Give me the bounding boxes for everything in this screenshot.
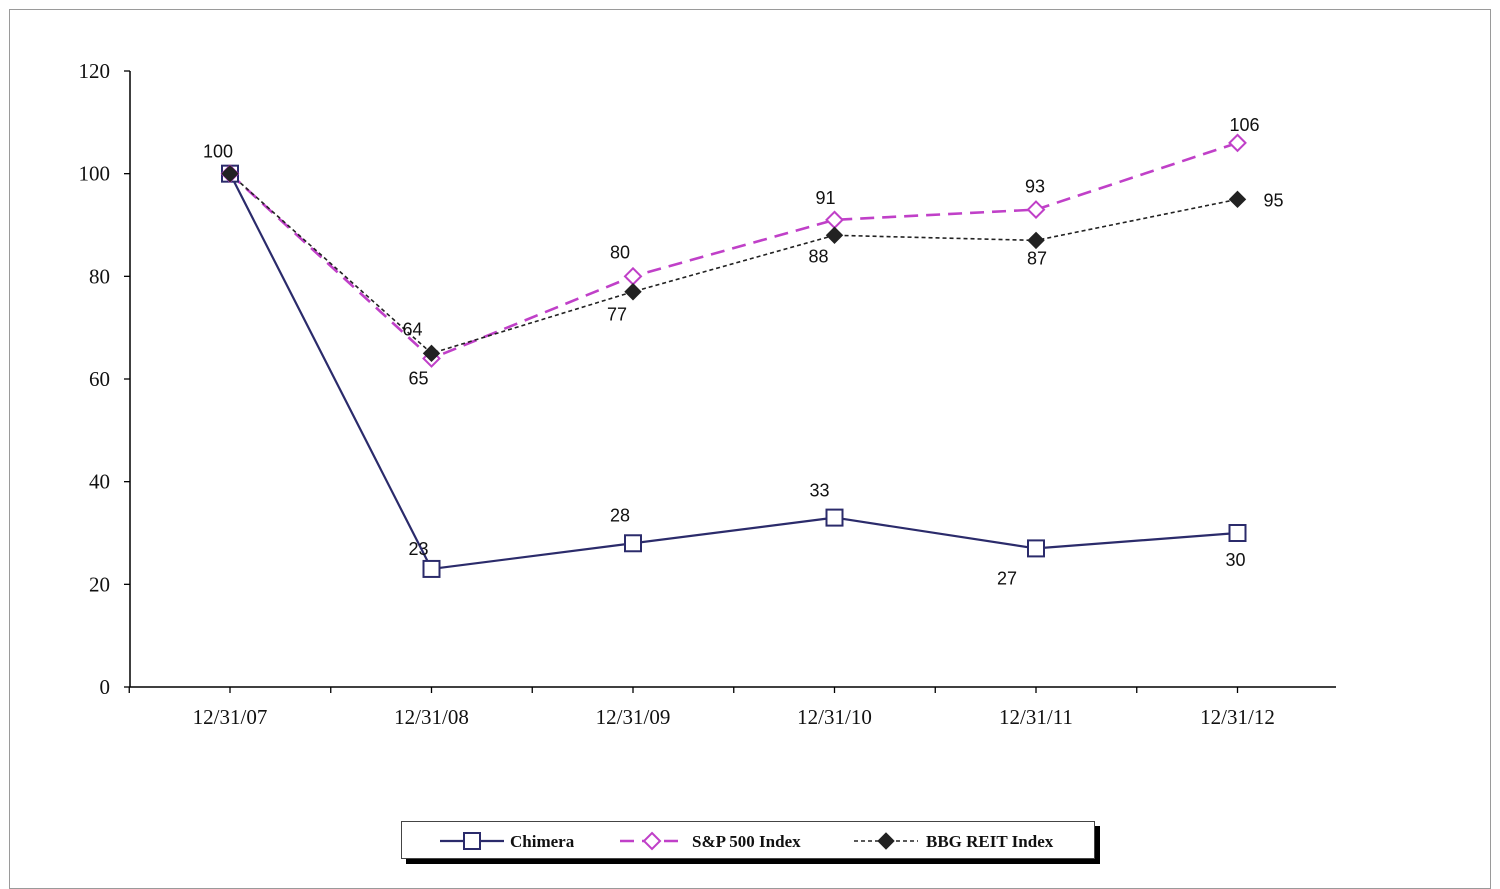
x-tick-label: 12/31/09 <box>596 705 671 729</box>
data-label: 28 <box>610 505 630 525</box>
x-axis-ticks: 12/31/07 12/31/08 12/31/09 12/31/10 12/31/11… <box>128 687 1275 729</box>
data-label: 87 <box>1027 248 1047 268</box>
y-tick-label: 80 <box>89 264 110 288</box>
legend-marker-s-p-500-index <box>642 831 662 851</box>
y-tick-label: 0 <box>100 675 111 699</box>
legend-marker-chimera <box>463 832 481 850</box>
legend-label-chimera: Chimera <box>510 832 575 851</box>
point-chimera <box>624 534 642 553</box>
x-tick-label: 12/31/08 <box>394 705 469 729</box>
legend: Chimera S&P 500 Index BBG REIT Index <box>401 821 1095 859</box>
series-markers <box>220 133 1247 578</box>
data-label: 27 <box>997 568 1017 588</box>
data-label: 100 <box>203 142 233 162</box>
point-s-p-500-index <box>825 210 844 230</box>
point-bbg-reit-index <box>422 344 441 363</box>
data-label: 64 <box>402 319 422 339</box>
legend-label-bbg-reit-index: BBG REIT Index <box>926 832 1054 851</box>
x-tick-label: 12/31/12 <box>1200 705 1275 729</box>
axes <box>129 71 1336 688</box>
x-tick-label: 12/31/11 <box>999 705 1073 729</box>
y-axis-ticks: 0 20 40 60 80 100 120 <box>79 59 130 699</box>
data-label: 30 <box>1225 550 1245 570</box>
data-labels: 100 64 65 23 80 77 28 91 88 33 93 87 27 106 95 30 <box>203 115 1284 589</box>
data-label: 91 <box>815 188 835 208</box>
data-label: 80 <box>610 242 630 262</box>
series-line-s-p-500-index <box>229 141 1238 360</box>
x-tick-label: 12/31/07 <box>193 705 268 729</box>
y-tick-label: 40 <box>89 470 110 494</box>
data-label: 106 <box>1229 115 1259 135</box>
y-tick-label: 60 <box>89 367 110 391</box>
data-label: 33 <box>809 481 829 501</box>
point-s-p-500-index <box>623 266 643 286</box>
point-chimera <box>1027 539 1045 558</box>
y-tick-label: 120 <box>79 59 111 83</box>
series-lines <box>229 141 1238 571</box>
legend-label-s-p-500-index: S&P 500 Index <box>692 832 801 851</box>
y-tick-label: 100 <box>79 162 111 186</box>
data-label: 77 <box>607 305 627 325</box>
point-chimera <box>1228 524 1247 542</box>
point-bbg-reit-index <box>221 164 239 183</box>
data-label: 95 <box>1263 190 1283 210</box>
point-bbg-reit-index <box>1027 231 1045 250</box>
data-label: 93 <box>1025 177 1045 197</box>
point-s-p-500-index <box>1228 133 1247 153</box>
data-label: 88 <box>808 246 828 266</box>
series-line-bbg-reit-index <box>229 173 1238 355</box>
point-bbg-reit-index <box>624 283 642 301</box>
series-line-chimera <box>229 173 1238 571</box>
point-chimera <box>825 508 844 527</box>
y-tick-label: 20 <box>89 572 110 596</box>
point-bbg-reit-index <box>1228 190 1247 209</box>
point-chimera <box>422 559 441 578</box>
data-label: 65 <box>408 368 428 388</box>
data-label: 23 <box>408 539 428 559</box>
legend-entries: Chimera S&P 500 Index BBG REIT Index <box>440 831 1054 851</box>
x-tick-label: 12/31/10 <box>797 705 872 729</box>
point-bbg-reit-index <box>825 226 844 244</box>
legend-marker-bbg-reit-index <box>877 832 895 850</box>
point-s-p-500-index <box>1026 200 1046 220</box>
